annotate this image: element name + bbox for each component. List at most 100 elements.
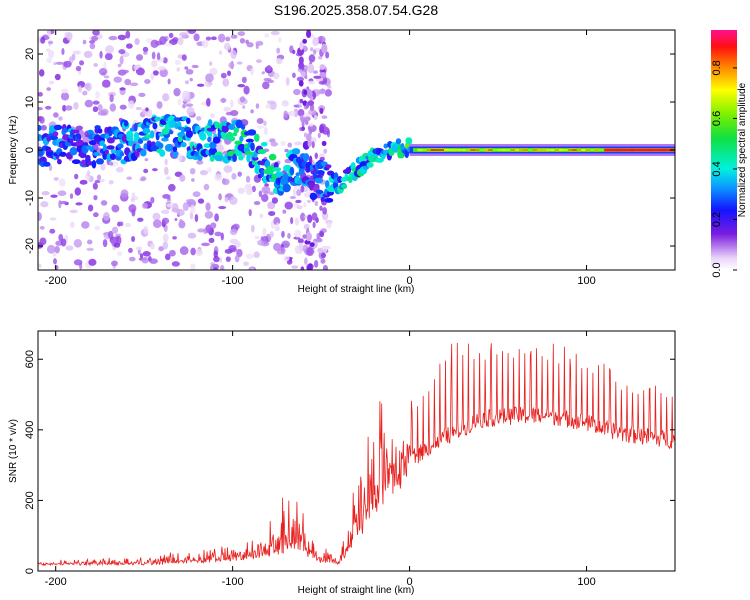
heatmap-noise-cell <box>58 116 63 121</box>
heatmap-band-core <box>439 149 445 151</box>
colorbar-ticks: 0.0 0.2 0.4 0.6 0.8 <box>711 60 737 278</box>
heatmap-noise-cell <box>316 89 326 95</box>
heatmap-ridge-cell <box>43 161 51 167</box>
heatmap-ridge-cell <box>260 142 268 147</box>
heatmap-noise-cell <box>214 173 223 181</box>
heatmap-noise-cell <box>269 138 276 143</box>
heatmap-noise-cell <box>69 209 78 214</box>
heatmap-noise-cell <box>164 253 171 261</box>
heatmap-noise-cell <box>190 247 196 256</box>
snr-series-line <box>38 342 675 567</box>
heatmap-band-core <box>550 149 555 151</box>
heatmap-ridge-cell <box>309 192 318 201</box>
heatmap-noise-cell <box>109 94 114 103</box>
heatmap-ridge-cell <box>232 153 237 163</box>
heatmap-noise-cell <box>46 87 51 91</box>
heatmap-noise-cell <box>290 216 294 225</box>
heatmap-noise-cell <box>159 68 168 78</box>
heatmap-ridge-cell <box>203 143 211 149</box>
heatmap-noise-cell <box>319 230 325 238</box>
heatmap-noise-cell <box>321 140 327 147</box>
heatmap-noise-cell <box>257 239 264 246</box>
heatmap-ridge-cell <box>52 131 59 137</box>
heatmap-noise-cell <box>223 106 232 112</box>
heatmap-noise-cell <box>135 54 144 61</box>
heatmap-noise-cell <box>165 176 171 181</box>
heatmap-band-core <box>452 149 458 151</box>
heatmap-noise-cell <box>309 242 315 247</box>
heatmap-noise-cell <box>152 168 158 172</box>
heatmap-noise-cell <box>306 89 313 99</box>
heatmap-noise-cell <box>263 126 268 136</box>
heatmap-noise-cell <box>210 36 217 41</box>
heatmap-ridge-cell <box>97 128 103 134</box>
heatmap-noise-cell <box>205 224 212 234</box>
heatmap-ridge-cell <box>71 129 80 134</box>
heatmap-ridge-cell <box>109 153 117 161</box>
heatmap-noise-cell <box>301 126 306 131</box>
heatmap-noise-cell <box>145 107 149 112</box>
heatmap-noise-cell <box>225 111 233 116</box>
heatmap-ridge-cell <box>169 130 174 135</box>
heatmap-noise-cell <box>49 228 56 234</box>
heatmap-noise-cell <box>40 201 49 208</box>
heatmap-band-peak <box>604 148 675 152</box>
colorbar-label: Normalized spectral amplitude <box>737 82 748 217</box>
y-tick-label: 10 <box>24 96 36 108</box>
heatmap-noise-cell <box>92 182 98 190</box>
heatmap-ridge-cell <box>117 143 124 149</box>
heatmap-noise-cell <box>269 231 274 238</box>
heatmap-noise-cell <box>49 217 57 221</box>
heatmap-ridge-cell <box>59 151 67 157</box>
heatmap-noise-cell <box>311 136 317 143</box>
heatmap-band-core <box>417 149 423 151</box>
heatmap-noise-cell <box>164 158 168 166</box>
heatmap-noise-cell <box>237 83 246 88</box>
heatmap-noise-cell <box>195 248 203 256</box>
heatmap-ridge-cell <box>38 149 44 157</box>
heatmap-noise-cell <box>156 126 163 133</box>
heatmap-ridge-cell <box>172 146 178 152</box>
heatmap-noise-cell <box>185 69 194 75</box>
heatmap-noise-cell <box>39 116 45 124</box>
heatmap-noise-cell <box>273 217 281 226</box>
heatmap-noise-cell <box>171 261 180 267</box>
heatmap-noise-cell <box>107 230 114 240</box>
heatmap-noise-cell <box>225 36 231 42</box>
heatmap-band-core <box>461 149 467 151</box>
heatmap-noise-cell <box>82 90 88 96</box>
heatmap-noise-cell <box>150 72 155 81</box>
heatmap-band-core <box>470 149 476 151</box>
heatmap-band-core <box>501 149 507 151</box>
heatmap-noise-cell <box>174 217 178 222</box>
heatmap-noise-cell <box>187 232 197 239</box>
y-tick-label: 0 <box>24 147 36 153</box>
heatmap-noise-cell <box>124 78 132 86</box>
heatmap-noise-cell <box>126 176 133 180</box>
heatmap-noise-cell <box>111 204 120 213</box>
heatmap-band-core <box>536 149 542 151</box>
heatmap-band-core <box>594 149 599 151</box>
heatmap-noise-cell <box>298 242 304 252</box>
heatmap-ridge-cell <box>180 142 187 148</box>
heatmap-noise-cell <box>94 225 101 231</box>
heatmap-band-core <box>541 149 546 151</box>
heatmap-ridge-cell <box>374 157 384 163</box>
heatmap-noise-cell <box>297 238 304 244</box>
colorbar-tick-label: 0.0 <box>711 262 723 277</box>
heatmap-ridge-cell <box>126 135 134 142</box>
heatmap-noise-cell <box>304 116 311 121</box>
heatmap-noise-cell <box>295 199 302 204</box>
heatmap-noise-cell <box>162 233 169 243</box>
colorbar-tick-label: 0.4 <box>711 161 723 176</box>
heatmap-noise-cell <box>319 107 324 115</box>
heatmap-noise-cell <box>129 82 139 87</box>
heatmap-noise-cell <box>173 87 181 97</box>
heatmap-noise-cell <box>320 258 326 264</box>
heatmap-noise-cell <box>81 221 90 229</box>
heatmap-noise-cell <box>119 221 124 227</box>
heatmap-noise-cell <box>102 239 108 248</box>
heatmap-ridge-cell <box>106 137 115 144</box>
heatmap-noise-cell <box>75 125 84 131</box>
